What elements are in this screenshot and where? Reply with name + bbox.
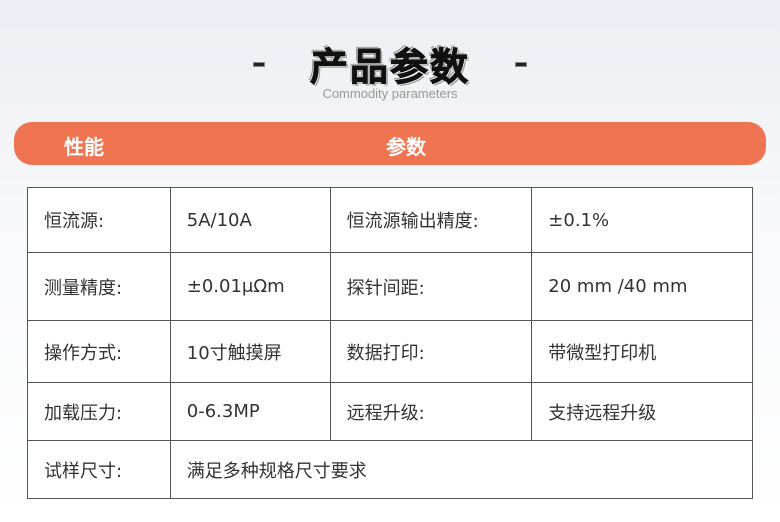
spec-value: ±0.1% [531,187,753,253]
spec-label: 加载压力: [27,382,171,441]
table-row: 恒流源: 5A/10A 恒流源输出精度: ±0.1% [27,187,753,253]
page-subtitle: Commodity parameters [322,86,458,101]
spec-label: 恒流源输出精度: [329,187,533,253]
spec-value: 5A/10A [169,187,331,253]
decorative-dash-left [253,62,265,67]
table-row: 测量精度: ±0.01μΩm 探针间距: 20 mm /40 mm [27,252,753,321]
spec-label: 探针间距: [329,252,533,321]
spec-label: 测量精度: [27,252,171,321]
page-title: 产品参数 [309,45,470,90]
spec-value: 支持远程升级 [531,382,753,441]
spec-value: 20 mm /40 mm [531,252,753,321]
spec-label: 远程升级: [329,382,533,441]
header-performance: 性能 [64,135,104,159]
spec-value: 带微型打印机 [531,320,753,383]
spec-value: ±0.01μΩm [169,252,331,321]
spec-value: 10寸触摸屏 [169,320,331,383]
decorative-dash-right [515,62,527,67]
spec-label: 恒流源: [27,187,171,253]
table-row: 试样尺寸: 满足多种规格尺寸要求 [27,440,754,499]
table-row: 操作方式: 10寸触摸屏 数据打印: 带微型打印机 [27,320,753,383]
table-row: 加载压力: 0-6.3MP 远程升级: 支持远程升级 [27,382,753,441]
table-header-bar: 性能 参数 [14,122,766,165]
spec-label: 数据打印: [329,320,533,383]
header-parameters: 参数 [386,135,426,159]
spec-label: 操作方式: [27,320,171,383]
spec-table: 恒流源: 5A/10A 恒流源输出精度: ±0.1% 测量精度: ±0.01μΩm 探针间… [27,187,754,499]
spec-value: 0-6.3MP [169,382,331,441]
spec-label: 试样尺寸: [27,440,171,499]
spec-value: 满足多种规格尺寸要求 [169,440,754,499]
